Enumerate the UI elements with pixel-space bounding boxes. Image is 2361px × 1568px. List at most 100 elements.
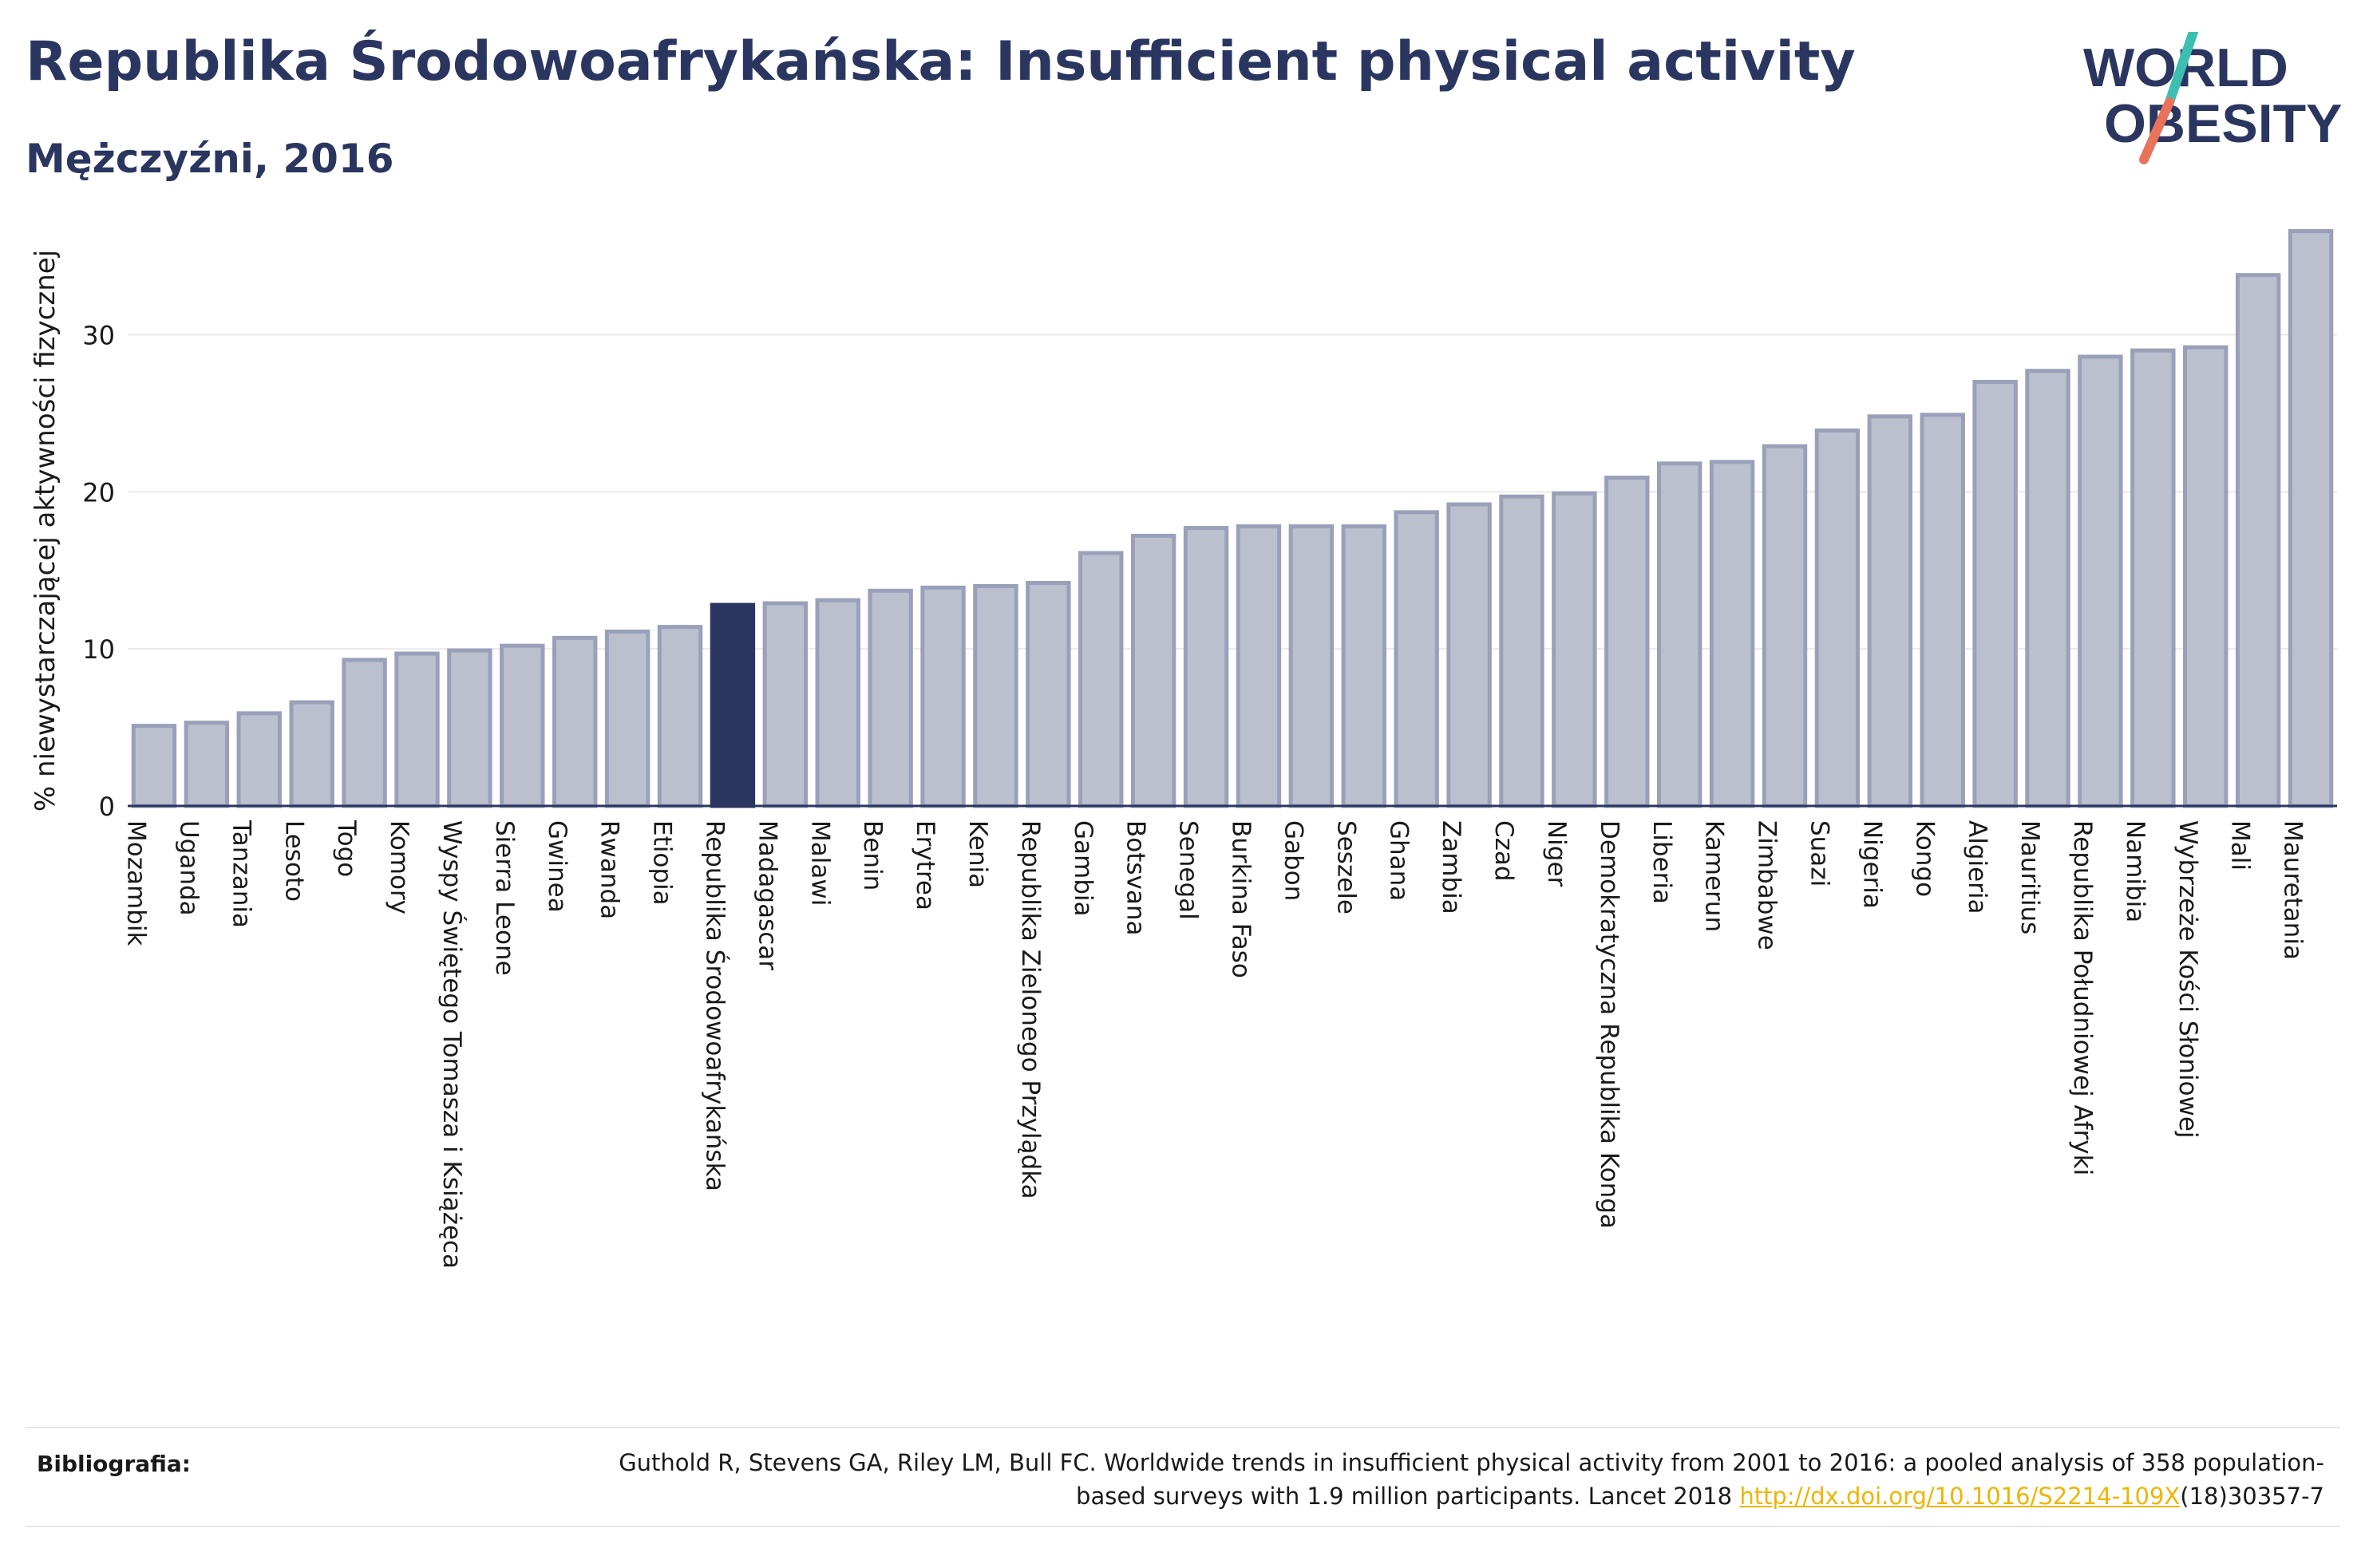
bar [1341,524,1386,808]
bars [131,229,2334,808]
bar [2183,345,2229,808]
bar [1130,533,1177,808]
bibliography-doi-link[interactable]: http://dx.doi.org/10.1016/S2214-109X [1739,1483,2181,1510]
x-tick-label: Burkina Faso [1227,820,1256,978]
bar [657,625,703,808]
bar [1288,524,1335,808]
bar [1814,429,1861,808]
bar [604,630,651,808]
bar [1446,502,1492,808]
bar [1078,551,1124,808]
bar [2130,348,2176,808]
bar [1604,476,1650,808]
x-tick-label: Mauretania [2279,820,2308,960]
bar [1236,524,1282,808]
x-tick-label: Kenia [963,820,992,888]
x-tick-label: Zimbabwe [1753,820,1782,950]
bar-chart: 0 10 20 30 Mozambik Uganda Tanzania Lesoto Togo… [30,229,2337,1269]
x-tick-label: Komory [385,820,413,914]
x-tick-label: Mali [2226,820,2255,871]
bar [2288,229,2334,808]
x-tick-label: Niger [1542,820,1571,887]
bar [2025,369,2070,808]
bar [1709,460,1755,808]
x-tick-label: Wybrzeże Kości Słoniowej [2173,820,2202,1139]
x-tick-label: Lesoto [279,820,308,902]
x-tick-label: Zambia [1437,820,1465,914]
logo-slash-bottom-icon [2139,97,2174,164]
bibliography-divider-top [26,1427,2340,1428]
bar [1656,461,1703,808]
x-tick-label: Suazi [1805,820,1833,887]
bar [131,724,177,808]
x-tick-label: Madagascar [753,820,781,970]
logo-slash-top-icon [2165,32,2198,107]
x-tick-label: Czad [1489,820,1518,882]
x-tick-label: Algieria [1963,820,1991,914]
world-obesity-logo: WORLD OBESITY [2083,32,2343,164]
x-tick-label: Gwinea [543,820,571,913]
bibliography-citation: Guthold R, Stevens GA, Riley LM, Bull FC… [619,1449,2324,1510]
bar [552,635,598,808]
x-tick-label: Botsvana [1121,820,1150,936]
x-tick-label: Namibia [2121,820,2149,922]
bar [1920,413,1965,808]
x-tick-label: Republika Zielonego Przylądka [1016,820,1045,1199]
chart-subtitle: Mężczyźni, 2016 [26,136,394,182]
bar [236,711,282,808]
x-tick-label: Nigeria [1857,820,1886,909]
y-tick-label: 10 [82,634,115,665]
bar [1552,491,1597,808]
bibliography-citation-suffix: (18)30357-7 [2180,1483,2324,1510]
bar [920,585,966,808]
bar [1026,580,1071,808]
x-tick-label: Liberia [1647,820,1676,904]
y-tick-label: 20 [82,477,115,508]
bar [2078,354,2123,808]
bar [973,583,1018,808]
gridlines [128,334,2337,650]
y-axis-label: % niewystarczającej aktywności fizycznej [30,250,61,812]
bar [342,658,387,808]
bar [1867,414,1913,808]
x-tick-label: Republika Południowej Afryki [2068,820,2097,1175]
x-axis: Mozambik Uganda Tanzania Lesoto Togo Komory Wy… [122,804,2337,1269]
x-tick-label: Tanzania [227,820,255,928]
bar [394,651,440,808]
x-tick-label: Erytrea [911,820,939,910]
bar [2235,273,2281,808]
x-tick-label: Gabon [1279,820,1307,901]
x-tick-label: Republika Środowoafrykańska [700,820,730,1191]
x-tick-label: Malawi [805,820,834,906]
bibliography-text: Guthold R, Stevens GA, Riley LM, Bull FC… [568,1446,2324,1513]
chart-title: Republika Środowoafrykańska: Insufficien… [26,30,1856,93]
x-tick-label: Demokratyczna Republika Konga [1595,820,1623,1229]
bar [815,598,860,808]
x-tick-label: Togo [332,820,361,877]
bar [1394,510,1439,808]
y-axis: 0 10 20 30 [82,320,115,822]
x-tick-label: Seszele [1331,820,1360,914]
bar [184,721,230,808]
bar [1499,494,1544,808]
logo-line2: OBESITY [2104,93,2343,154]
bar [1972,380,2018,808]
bibliography-divider-bottom [26,1526,2340,1527]
x-tick-label: Mozambik [122,820,151,946]
x-tick-label: Kamerun [1700,820,1729,932]
bibliography-label: Bibliografia: [37,1451,192,1477]
x-tick-label: Senegal [1174,820,1203,920]
bar [500,643,545,808]
bar [289,700,334,808]
x-tick-label: Kongo [1910,820,1939,897]
y-tick-label: 30 [82,320,115,350]
bar [868,588,913,808]
x-tick-label: Wyspy Świętego Tomasza i Książęca [437,820,467,1269]
bar [762,601,809,808]
bar-highlight [710,602,756,808]
x-tick-label: Etiopia [648,820,677,906]
bar [447,648,492,808]
bar [1183,526,1229,808]
x-tick-label: Mauritius [2015,820,2044,934]
x-tick-label: Uganda [174,820,203,916]
